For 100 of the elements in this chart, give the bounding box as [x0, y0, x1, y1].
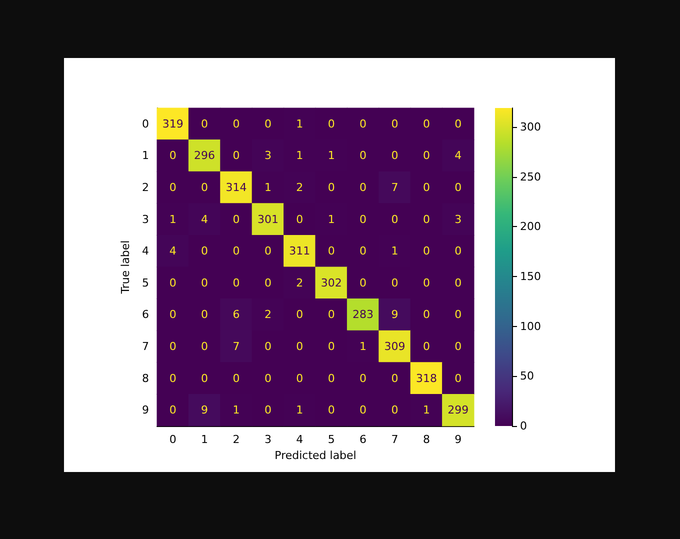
data-label: 4 [169, 244, 176, 258]
data-label: 0 [232, 149, 240, 162]
data-label: 0 [201, 276, 208, 290]
data-label: 319 [162, 117, 184, 130]
data-label: 301 [257, 212, 278, 226]
data-label: 4 [454, 149, 462, 162]
data-label: 0 [360, 212, 367, 226]
color-bar-label: 200 [520, 220, 541, 234]
data-label: 0 [169, 181, 176, 194]
data-label: 0 [360, 276, 367, 290]
data-label: 0 [201, 308, 208, 322]
x-tick-label: 2 [232, 433, 240, 446]
data-label: 0 [169, 340, 176, 353]
data-label: 299 [448, 404, 469, 417]
data-label: 0 [232, 117, 240, 130]
x-tick-label: 9 [454, 433, 462, 446]
data-label: 0 [454, 244, 462, 258]
color-bar-label: 250 [520, 170, 541, 184]
y-tick-label: 6 [142, 308, 149, 322]
data-label: 0 [422, 117, 430, 130]
y-tick-label: 2 [142, 181, 149, 194]
x-axis-title: Predicted label [274, 449, 356, 462]
y-tick-label: 1 [142, 149, 149, 162]
data-label: 0 [296, 340, 304, 353]
color-bar-label: 50 [520, 370, 534, 383]
y-tick-label: 8 [142, 372, 149, 385]
y-axis-title: True label [119, 240, 132, 295]
x-tick-label: 5 [328, 433, 335, 446]
data-label: 0 [360, 117, 367, 130]
data-label: 283 [352, 308, 374, 322]
data-label: 9 [201, 404, 208, 417]
data-label: 1 [328, 212, 335, 226]
data-label: 0 [264, 372, 272, 385]
data-label: 0 [201, 244, 208, 258]
data-label: 0 [360, 181, 367, 194]
data-label: 302 [320, 276, 342, 290]
data-label: 0 [296, 372, 304, 385]
y-tick-label: 3 [142, 212, 149, 226]
x-tick-label: 3 [264, 433, 272, 446]
color-bar-label: 300 [520, 120, 541, 134]
data-label: 0 [201, 372, 208, 385]
data-label: 1 [169, 212, 176, 226]
data-label: 0 [328, 244, 335, 258]
data-label: 0 [422, 149, 430, 162]
data-label: 4 [201, 212, 208, 226]
data-label: 0 [454, 308, 462, 322]
data-label: 7 [232, 340, 240, 353]
data-label: 314 [226, 181, 247, 194]
data-label: 0 [391, 372, 398, 385]
data-label: 0 [422, 181, 430, 194]
data-label: 0 [422, 340, 430, 353]
data-label: 0 [296, 308, 304, 322]
x-tick-label: 0 [169, 433, 176, 446]
data-label: 0 [454, 276, 462, 290]
data-label: 0 [422, 244, 430, 258]
data-label: 1 [264, 181, 272, 194]
data-label: 6 [232, 308, 240, 322]
data-label: 0 [360, 244, 367, 258]
y-tick-label: 5 [142, 276, 149, 290]
data-label: 0 [201, 181, 208, 194]
data-label: 1 [328, 149, 335, 162]
data-label: 0 [328, 404, 335, 417]
data-label: 0 [360, 372, 367, 385]
x-tick-label: 4 [296, 433, 304, 446]
data-label: 318 [416, 372, 437, 385]
data-label: 0 [201, 340, 208, 353]
data-label: 1 [296, 149, 304, 162]
y-tick-label: 9 [142, 404, 149, 417]
data-label: 0 [422, 308, 430, 322]
data-label: 0 [169, 308, 176, 322]
data-label: 0 [264, 404, 272, 417]
data-label: 0 [328, 117, 335, 130]
data-label: 0 [360, 404, 367, 417]
color-bar-label: 150 [520, 270, 541, 283]
x-tick-label: 1 [201, 433, 208, 446]
data-label: 0 [391, 276, 398, 290]
data-label: 0 [391, 117, 398, 130]
data-label: 311 [289, 244, 310, 258]
data-label: 2 [264, 308, 272, 322]
data-label: 3 [454, 212, 462, 226]
y-tick-label: 7 [142, 340, 149, 353]
data-label: 0 [328, 181, 335, 194]
data-label: 0 [264, 117, 272, 130]
data-label: 0 [169, 276, 176, 290]
data-label: 1 [422, 404, 430, 417]
data-label: 0 [169, 404, 176, 417]
y-tick-label: 0 [142, 117, 149, 130]
data-label: 0 [454, 372, 462, 385]
data-label: 0 [391, 212, 398, 226]
color-bar-label: 100 [520, 320, 541, 333]
data-label: 0 [454, 340, 462, 353]
data-label: 0 [201, 117, 208, 130]
data-label: 0 [232, 372, 240, 385]
data-label: 2 [296, 276, 304, 290]
data-label: 0 [454, 117, 462, 130]
data-label: 2 [296, 181, 304, 194]
data-label: 309 [384, 340, 406, 353]
data-label: 0 [169, 149, 176, 162]
data-label: 0 [232, 244, 240, 258]
data-label: 3 [264, 149, 272, 162]
